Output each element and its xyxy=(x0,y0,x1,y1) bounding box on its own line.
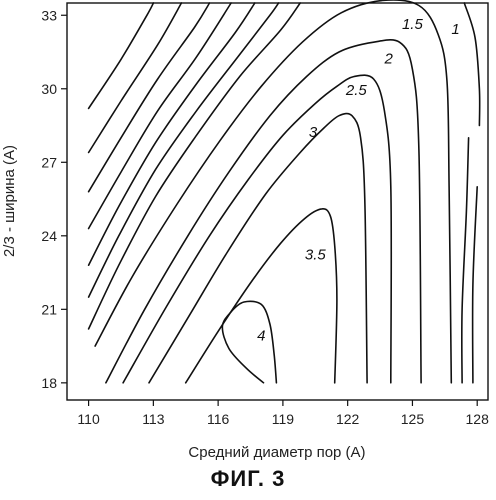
y-tick-label: 27 xyxy=(41,154,57,170)
contour-label-3-5: 3.5 xyxy=(305,246,327,263)
x-axis-ticks: 110 113 116 119 122 125 128 xyxy=(77,400,489,427)
contour-line-unlabeled-0 xyxy=(89,3,301,329)
x-tick-label: 116 xyxy=(207,411,230,427)
x-tick-label: 110 xyxy=(77,411,100,427)
contour-line-unlabeled-6 xyxy=(89,3,154,108)
x-tick-label: 113 xyxy=(142,411,165,427)
contour-line-unlabeled-1 xyxy=(89,3,279,297)
contour-label-1-5: 1.5 xyxy=(402,16,424,33)
figure-caption: ФИГ. 3 xyxy=(0,466,496,492)
contour-line-unlabeled-8 xyxy=(473,187,478,383)
contour-label-1: 1 xyxy=(451,21,459,38)
contour-line-unlabeled-2 xyxy=(89,3,255,265)
plot-frame xyxy=(67,3,488,400)
contour-line-unlabeled-4 xyxy=(89,3,210,192)
y-axis-label: 2/3 - ширина (А) xyxy=(1,145,18,257)
contour-label-3: 3 xyxy=(309,124,318,141)
contour-labels: 4 3.5 3 2.5 2 1.5 1 xyxy=(257,16,460,344)
contour-label-4: 4 xyxy=(257,327,265,344)
contour-line-1-5 xyxy=(95,0,451,383)
contour-lines xyxy=(89,0,480,383)
y-tick-label: 33 xyxy=(41,7,57,23)
x-tick-label: 119 xyxy=(272,411,295,427)
x-tick-label: 125 xyxy=(401,411,425,427)
y-tick-label: 21 xyxy=(41,301,57,317)
x-tick-label: 128 xyxy=(466,411,490,427)
contour-line-3-5 xyxy=(186,209,337,383)
contour-line-1 xyxy=(464,3,479,126)
y-axis-ticks: 18 21 24 27 30 33 xyxy=(41,7,67,391)
contour-line-unlabeled-5 xyxy=(89,3,182,153)
contour-label-2-5: 2.5 xyxy=(345,82,368,99)
x-axis-label: Средний диаметр пор (А) xyxy=(188,444,365,461)
y-tick-label: 24 xyxy=(41,228,57,244)
contour-line-unlabeled-7 xyxy=(462,138,469,383)
x-tick-label: 122 xyxy=(336,411,360,427)
y-tick-label: 18 xyxy=(41,375,57,391)
contour-label-2: 2 xyxy=(384,50,394,67)
y-tick-label: 30 xyxy=(41,81,57,97)
